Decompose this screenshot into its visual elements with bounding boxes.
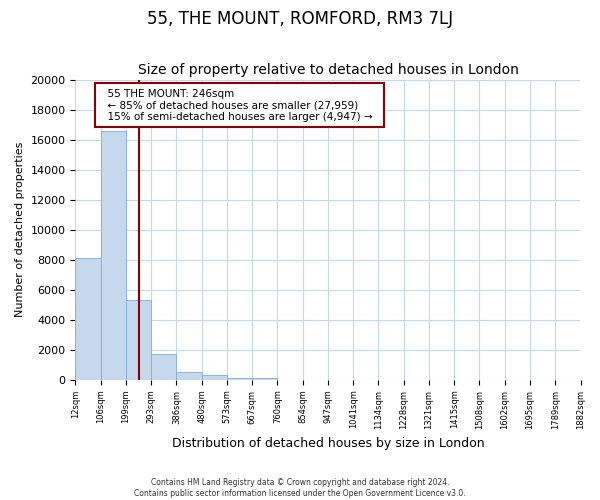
Bar — [176, 372, 202, 380]
Bar — [101, 130, 126, 380]
Bar — [202, 376, 227, 380]
Bar — [126, 300, 151, 380]
Y-axis label: Number of detached properties: Number of detached properties — [15, 142, 25, 318]
Bar — [227, 378, 252, 380]
Bar — [151, 354, 176, 380]
Text: Contains HM Land Registry data © Crown copyright and database right 2024.
Contai: Contains HM Land Registry data © Crown c… — [134, 478, 466, 498]
Bar — [76, 258, 101, 380]
X-axis label: Distribution of detached houses by size in London: Distribution of detached houses by size … — [172, 437, 484, 450]
Title: Size of property relative to detached houses in London: Size of property relative to detached ho… — [137, 63, 518, 77]
Text: 55, THE MOUNT, ROMFORD, RM3 7LJ: 55, THE MOUNT, ROMFORD, RM3 7LJ — [147, 10, 453, 28]
Text: 55 THE MOUNT: 246sqm
  ← 85% of detached houses are smaller (27,959)
  15% of se: 55 THE MOUNT: 246sqm ← 85% of detached h… — [101, 88, 379, 122]
Bar — [252, 378, 277, 380]
